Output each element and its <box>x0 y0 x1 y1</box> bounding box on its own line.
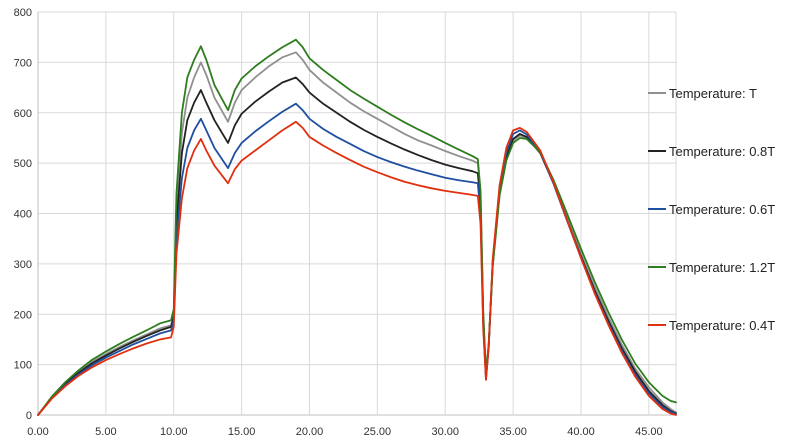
y-tick-label: 500 <box>14 158 32 170</box>
x-tick-label: 30.00 <box>431 426 459 438</box>
x-tick-label: 35.00 <box>499 426 527 438</box>
legend-label: Temperature: T <box>669 86 757 101</box>
y-tick-label: 700 <box>14 57 32 69</box>
grid <box>37 11 677 416</box>
x-tick-label: 10.00 <box>160 426 188 438</box>
legend-label: Temperature: 0.6T <box>669 202 775 217</box>
legend-label: Temperature: 0.8T <box>669 144 775 159</box>
y-tick-label: 200 <box>14 309 32 321</box>
x-tick-label: 0.00 <box>27 426 48 438</box>
x-tick-label: 45.00 <box>635 426 663 438</box>
y-tick-label: 100 <box>14 360 32 372</box>
x-tick-label: 25.00 <box>364 426 392 438</box>
legend: Temperature: T Temperature: 0.8T Temperatu… <box>648 86 775 333</box>
series-line-0 <box>37 51 677 416</box>
series-line-3 <box>37 38 677 416</box>
series-lines <box>37 38 677 416</box>
series-line-4 <box>37 120 677 416</box>
legend-label: Temperature: 1.2T <box>669 260 775 275</box>
y-tick-label: 400 <box>14 209 32 221</box>
x-tick-label: 5.00 <box>95 426 116 438</box>
axes: 0 100 200 300 400 500 600 700 800 0.00 5.00 10.00 15… <box>14 7 663 438</box>
y-tick-label: 800 <box>14 7 32 19</box>
y-tick-label: 0 <box>26 410 32 422</box>
legend-label: Temperature: 0.4T <box>669 318 775 333</box>
x-tick-label: 40.00 <box>567 426 595 438</box>
series-line-2 <box>37 102 677 416</box>
y-tick-label: 300 <box>14 259 32 271</box>
y-tick-label: 600 <box>14 108 32 120</box>
x-tick-label: 15.00 <box>228 426 256 438</box>
x-tick-label: 20.00 <box>296 426 324 438</box>
